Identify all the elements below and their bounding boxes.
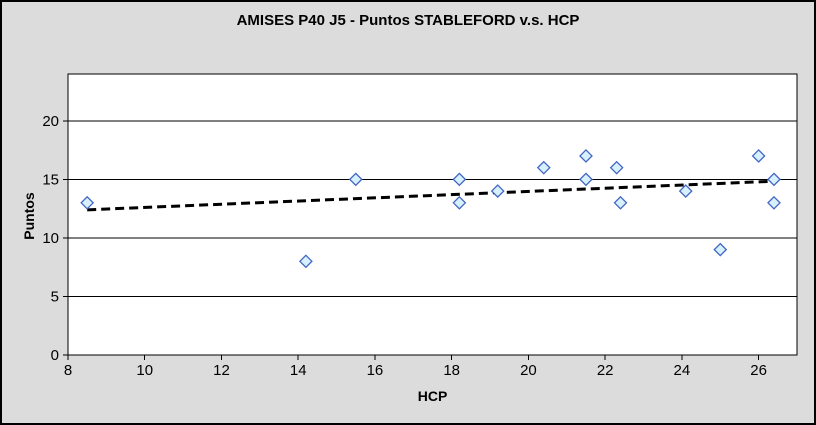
data-point-11 (678, 184, 693, 199)
x-tick-label-18: 18 (443, 362, 460, 379)
y-tick-label-20: 20 (42, 113, 59, 130)
x-tick-label-22: 22 (597, 362, 614, 379)
data-point-12 (713, 242, 728, 257)
x-tick-label-16: 16 (367, 362, 384, 379)
data-point-4 (452, 195, 467, 210)
data-point-2 (348, 172, 363, 187)
x-tick-label-24: 24 (674, 362, 691, 379)
x-tick-label-8: 8 (64, 362, 72, 379)
data-point-7 (579, 149, 593, 163)
data-point-1 (298, 254, 313, 269)
x-tick-label-20: 20 (520, 362, 537, 379)
y-axis-label: Puntos (21, 192, 37, 240)
data-point-9 (609, 160, 624, 175)
y-tick-label-10: 10 (42, 230, 59, 247)
data-point-5 (490, 184, 505, 199)
x-tick-label-12: 12 (213, 362, 230, 379)
y-tick-label-0: 0 (51, 347, 59, 364)
data-point-6 (536, 160, 551, 175)
data-point-10 (613, 195, 628, 210)
data-point-8 (579, 172, 593, 187)
y-tick-label-5: 5 (51, 288, 59, 305)
plot-border (67, 73, 798, 356)
data-point-15 (767, 195, 781, 210)
x-axis-label: HCP (417, 388, 448, 404)
chart-title: AMISES P40 J5 - Puntos STABLEFORD v.s. H… (236, 12, 580, 29)
y-tick-label-15: 15 (42, 171, 59, 188)
plot-background (68, 74, 797, 355)
data-point-13 (751, 149, 766, 163)
trendline (87, 179, 776, 212)
x-tick-label-14: 14 (290, 362, 307, 379)
data-point-3 (452, 172, 467, 187)
x-tick-label-10: 10 (136, 362, 153, 379)
x-tick-label-26: 26 (750, 362, 767, 379)
data-point-14 (767, 172, 781, 187)
data-point-0 (80, 195, 95, 210)
